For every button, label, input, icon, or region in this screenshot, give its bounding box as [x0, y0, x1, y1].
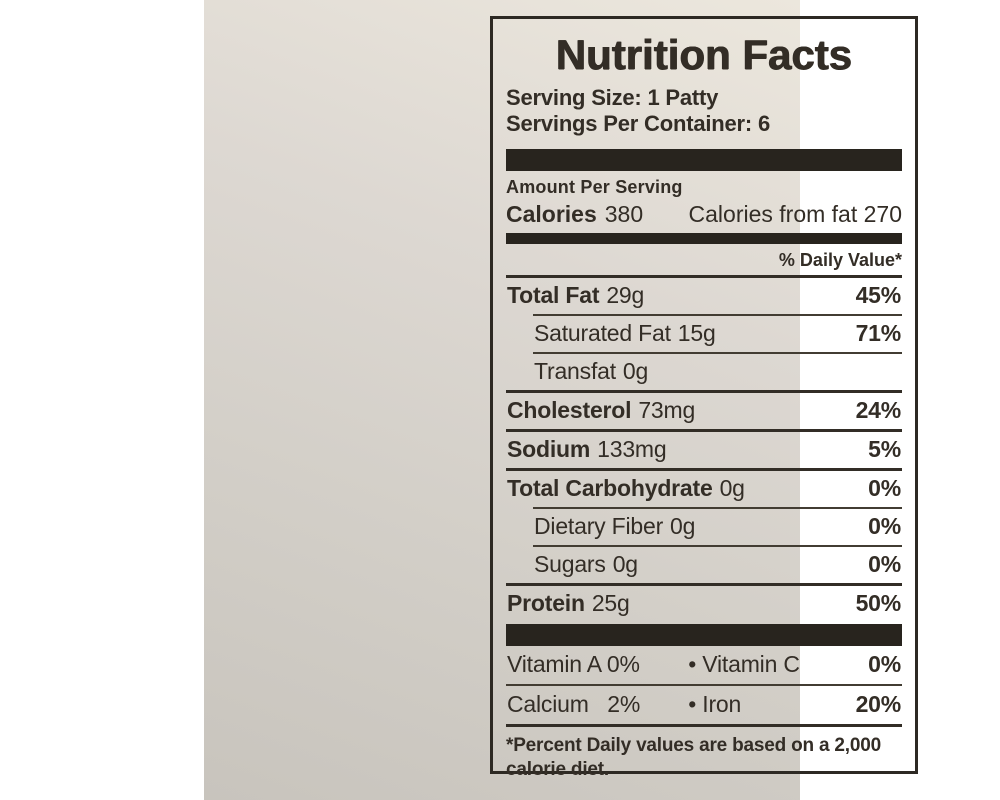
vitamin-c-value: 0% [868, 651, 901, 678]
nutrient-daily-value: 50% [855, 590, 902, 617]
serving-size: Serving Size: 1 Patty [506, 85, 719, 110]
nutrient-row-protein: Protein 25g 50% [506, 586, 902, 622]
calories-row: Calories 380 Calories from fat 270 [506, 201, 902, 228]
label-title: Nutrition Facts [555, 31, 853, 78]
nutrient-daily-value: 0% [868, 513, 901, 540]
nutrient-daily-value: 24% [855, 397, 902, 424]
iron-label: • Iron [688, 691, 742, 718]
nutrient-name: Dietary Fiber 0g [534, 513, 696, 540]
nutrient-daily-value: 45% [855, 282, 902, 309]
vitamin-c-label: • Vitamin C [688, 651, 800, 678]
nutrient-name: Cholesterol 73mg [507, 397, 696, 424]
nutrient-row-dietary-fiber: Dietary Fiber 0g 0% [506, 509, 902, 545]
thick-divider-bar-bottom [506, 624, 902, 647]
amount-per-serving-heading: Amount Per Serving [506, 177, 683, 198]
nutrient-row-total-carbohydrate: Total Carbohydrate 0g 0% [506, 471, 902, 507]
nutrient-daily-value: 0% [868, 551, 901, 578]
calories-from-fat: Calories from fat 270 [688, 201, 902, 228]
nutrient-row-cholesterol: Cholesterol 73mg 24% [506, 393, 902, 429]
calcium-value: Calcium 2% [507, 691, 641, 718]
divider [506, 684, 902, 687]
divider [506, 275, 902, 279]
nutrient-name: Total Fat 29g [507, 282, 645, 309]
calories-number: 380 [604, 201, 644, 228]
nutrient-daily-value: 0% [868, 475, 901, 502]
divider [533, 352, 902, 355]
divider [533, 507, 902, 510]
calories-value: Calories 380 [506, 201, 643, 228]
vitamin-row-a-c: Vitamin A 0% • Vitamin C 0% [506, 646, 902, 684]
divider [506, 583, 902, 587]
nutrient-row-sugars: Sugars 0g 0% [506, 547, 902, 583]
divider [533, 314, 902, 317]
nutrient-row-saturated-fat: Saturated Fat 15g 71% [506, 316, 902, 352]
divider [506, 468, 902, 472]
daily-value-header: % Daily Value* [778, 250, 902, 271]
nutrient-name: Saturated Fat 15g [534, 320, 716, 347]
nutrient-name: Sugars 0g [534, 551, 638, 578]
nutrient-row-sodium: Sodium 133mg 5% [506, 432, 902, 468]
divider [506, 390, 902, 394]
nutrient-name: Transfat 0g [534, 358, 649, 385]
iron-value: 20% [855, 691, 902, 718]
thick-divider-bar-top [506, 149, 902, 172]
nutrient-daily-value: 71% [855, 320, 902, 347]
nutrient-name: Total Carbohydrate 0g [507, 475, 745, 502]
calories-label: Calories [506, 201, 597, 228]
nutrition-facts-label: Nutrition Facts Serving Size: 1 Patty Se… [490, 16, 918, 780]
nutrient-row-transfat: Transfat 0g [506, 354, 902, 390]
footnote: *Percent Daily values are based on a 2,0… [506, 735, 881, 780]
medium-divider-bar [506, 233, 902, 245]
nutrient-name: Sodium 133mg [507, 436, 667, 463]
vitamin-row-calcium-iron: Calcium 2% • Iron 20% [506, 686, 902, 724]
paper-photo-background: Nutrition Facts Serving Size: 1 Patty Se… [204, 0, 918, 800]
divider [533, 545, 902, 548]
nutrient-row-total-fat: Total Fat 29g 45% [506, 278, 902, 314]
nutrient-name: Protein 25g [507, 590, 630, 617]
serving-info: Serving Size: 1 Patty Servings Per Conta… [506, 85, 902, 136]
divider [506, 724, 902, 728]
vitamin-a-value: Vitamin A 0% [507, 651, 640, 678]
divider [506, 429, 902, 433]
nutrient-daily-value: 5% [868, 436, 901, 463]
servings-per-container: Servings Per Container: 6 [506, 110, 770, 136]
